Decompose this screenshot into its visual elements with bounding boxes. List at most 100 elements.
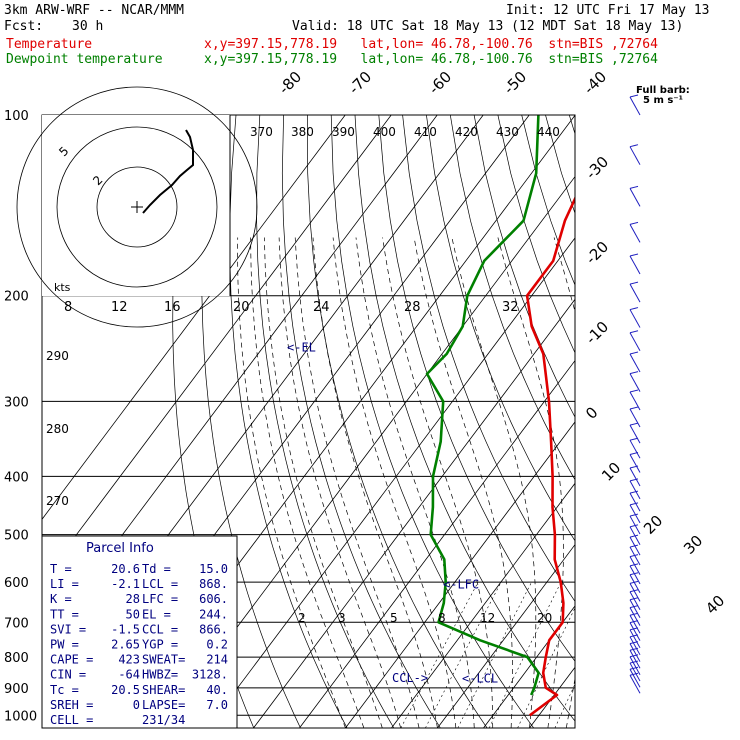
wind-barb-flag-16: [629, 478, 639, 482]
init-time: Init: 12 UTC Fri 17 May 13: [506, 3, 710, 18]
parcel-row-val-0: 20.6: [111, 562, 140, 576]
wind-barb-11: [629, 408, 641, 428]
hodograph-tick-24: 24: [313, 300, 330, 315]
parcel-row-val-5: 2.65: [111, 638, 140, 652]
parcel-row-val2-4: 866.: [199, 622, 228, 636]
dry-adiabat-460: [736, 115, 740, 728]
wind-barb-flag-20: [629, 524, 639, 528]
wind-barb-flag-22: [629, 544, 639, 548]
parcel-row-key-0: T =: [50, 562, 72, 576]
isotherm-30: [575, 115, 740, 728]
wind-barb-flag-13: [629, 437, 639, 441]
wind-barb-flag-5: [629, 281, 639, 285]
hodograph-ring-2: [16, 86, 258, 328]
wind-barb-flag-0: [629, 94, 639, 98]
parcel-row-key2-9: LAPSE=: [142, 698, 185, 712]
parcel-row-key2-6: SWEAT=: [142, 653, 185, 667]
isotherm-0: [437, 543, 575, 728]
parcel-row-key-8: Tc =: [50, 683, 79, 697]
moist-adiabat--8: [278, 237, 402, 728]
wind-barb-31: [629, 622, 641, 641]
wind-barb-flag-3: [629, 221, 639, 225]
hodograph-tick-16: 16: [164, 300, 181, 315]
parcel-row-val2-8: 40.: [206, 683, 228, 697]
dry-adiabat-340: [449, 115, 575, 481]
mixing-ratio-8: [488, 581, 562, 728]
wind-barb-13: [629, 439, 641, 459]
mixing-ratio-3: [425, 581, 502, 728]
parcel-row-val2-9: 7.0: [206, 698, 228, 712]
wind-barb-14: [629, 454, 641, 473]
full-barb-label: Full barb:: [636, 85, 690, 96]
wind-barb-39: [629, 675, 641, 694]
isotherm-label--40: -40: [580, 68, 610, 98]
dry-adiabat-440: [688, 115, 740, 728]
wind-barb-flag-21: [629, 534, 639, 538]
wind-barb-16: [629, 480, 641, 500]
parcel-row-key2-7: HWBZ=: [142, 668, 178, 682]
parcel-row-key2-8: SHEAR=: [142, 683, 185, 697]
dry-adiabat-310: [378, 115, 575, 662]
plot-frame: [41, 114, 576, 729]
dry-adiabat-290: [330, 115, 534, 728]
wind-barb-flag-33: [629, 634, 639, 638]
parcel-row-val2-6: 214: [206, 653, 228, 667]
wind-barb-32: [629, 629, 641, 649]
temperature-location: x,y=397.15,778.19 lat,lon= 46.78,-100.76…: [204, 37, 658, 52]
wind-barb-flag-29: [629, 605, 639, 609]
hodograph-tick-32: 32: [502, 300, 519, 315]
wind-barb-29: [629, 607, 641, 626]
hodograph-ring-0: [96, 166, 178, 248]
isotherm-10: [483, 605, 575, 728]
isotherm-label-0: 0: [582, 403, 601, 422]
mixing-ratio-label-2: 2: [298, 611, 306, 625]
isotherm-label-40: 40: [702, 592, 728, 618]
wind-barb-flag-2: [629, 185, 639, 189]
wind-barb-flag-11: [629, 406, 639, 410]
wind-barb-flag-25: [629, 572, 639, 576]
hodograph-tick-12: 12: [111, 300, 128, 315]
pressure-label-300: 300: [4, 395, 29, 410]
mixing-ratio-2: [400, 581, 479, 728]
parcel-row-key-3: TT =: [50, 607, 79, 621]
theta-label-430: 430: [496, 125, 519, 139]
isotherm-label-20: 20: [640, 512, 666, 538]
wind-barb-22: [629, 546, 641, 566]
isotherm-label--10: -10: [582, 318, 612, 348]
wind-barb-flag-32: [629, 627, 639, 631]
dewpoint-location: x,y=397.15,778.19 lat,lon= 46.78,-100.76…: [204, 52, 658, 67]
forecast-hour: 30 h: [72, 19, 104, 34]
wind-barb-flag-38: [629, 666, 639, 670]
parcel-row-val-6: 423: [118, 653, 140, 667]
pressure-label-500: 500: [4, 529, 29, 544]
moist-adiabat-24: [497, 237, 564, 728]
parcel-row-val2-2: 606.: [199, 592, 228, 606]
theta-label-420: 420: [455, 125, 478, 139]
theta-label-410: 410: [414, 125, 437, 139]
temperature-legend: Temperature: [6, 37, 93, 52]
wind-barb-37: [629, 662, 641, 682]
marker-ccl: CCL->: [392, 671, 428, 685]
hodograph-kts-label: kts: [54, 281, 71, 294]
wind-barb-flag-39: [629, 672, 639, 676]
isotherm-label--60: -60: [425, 68, 455, 98]
pressure-label-600: 600: [4, 576, 29, 591]
hodograph-trace: [142, 129, 194, 214]
parcel-row-key-9: SREH =: [50, 698, 93, 712]
isotherm--40: [253, 298, 575, 728]
moist-adiabat--4: [294, 237, 420, 728]
dry-adiabat-450: [712, 115, 740, 728]
wind-barb-2: [629, 188, 641, 207]
pressure-label-700: 700: [4, 616, 29, 631]
dry-adiabat-320: [402, 115, 575, 602]
parcel-info-title: Parcel Info: [86, 541, 154, 556]
wind-barb-flag-36: [629, 654, 639, 658]
wind-barb-flag-10: [629, 389, 639, 393]
dry-adiabat-240: [201, 115, 301, 728]
parcel-row-val2-1: 868.: [199, 577, 228, 591]
mixing-ratio-5: [457, 581, 532, 728]
parcel-row-key2-5: YGP =: [142, 638, 178, 652]
theta-label-380: 380: [291, 125, 314, 139]
pressure-label-400: 400: [4, 470, 29, 485]
pressure-label-200: 200: [4, 290, 29, 305]
